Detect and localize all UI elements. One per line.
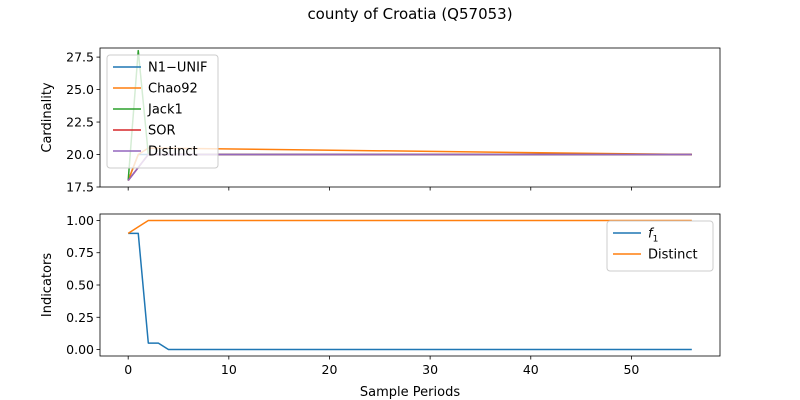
legend-label-n1-unif: N1−UNIF — [148, 61, 207, 76]
y-tick-label: 22.5 — [66, 115, 94, 130]
x-tick-label: 40 — [523, 362, 539, 377]
legend-label-chao92: Chao92 — [148, 82, 198, 97]
legend: f1 Distinct — [606, 220, 714, 272]
legend-label-distinct: Distinct — [648, 248, 698, 263]
y-tick-label: 1.00 — [66, 213, 94, 228]
x-tick-label: 0 — [124, 362, 132, 377]
legend: N1−UNIF Chao92 Jack1 SOR Distinct — [106, 54, 219, 169]
legend-box — [606, 220, 714, 272]
y-tick-label: 0.00 — [66, 342, 94, 357]
legend-label-jack1: Jack1 — [147, 103, 183, 118]
legend-label-sor: SOR — [148, 124, 176, 139]
plots: 17.5 20.0 22.5 25.0 27.5 Cardinality N1−UNIF Ch… — [40, 47, 721, 400]
series-line-f1 — [128, 232, 692, 351]
y-axis-label: Cardinality — [40, 82, 55, 153]
y-tick-label: 0.75 — [66, 245, 94, 260]
legend-label-distinct: Distinct — [148, 145, 198, 160]
y-tick-label: 17.5 — [66, 180, 94, 195]
x-tick-label: 20 — [322, 362, 338, 377]
series-line-distinct — [127, 219, 692, 234]
legend-label-f1: f1 — [648, 227, 658, 245]
y-tick-label: 27.5 — [66, 50, 94, 65]
figure-title: county of Croatia (Q57053) — [307, 5, 512, 23]
y-tick-label: 0.25 — [66, 310, 94, 325]
legend-box — [106, 54, 219, 169]
y-axis-label: Indicators — [40, 253, 55, 317]
subplot-1: 17.5 20.0 22.5 25.0 27.5 Cardinality N1−UNIF Ch… — [40, 47, 721, 195]
y-tick-label: 25.0 — [66, 82, 94, 97]
legend-label-f-subscript: 1 — [653, 235, 659, 245]
legend-label-f-main: f — [648, 227, 655, 242]
subplot-2: 0.00 0.25 0.50 0.75 1.00 0 10 20 30 40 50 Indicator… — [40, 213, 721, 400]
y-tick-label: 0.50 — [66, 278, 94, 293]
y-tick-label: 20.0 — [66, 147, 94, 162]
x-tick-label: 10 — [221, 362, 237, 377]
x-tick-label: 50 — [623, 362, 639, 377]
x-axis-label: Sample Periods — [360, 385, 460, 400]
x-tick-label: 30 — [422, 362, 438, 377]
plot-frame — [99, 47, 721, 188]
